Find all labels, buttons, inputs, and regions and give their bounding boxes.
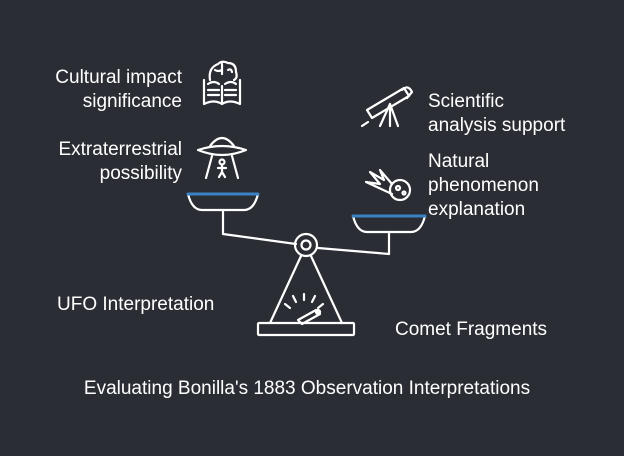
cultural-impact-line-1: Cultural impact — [55, 67, 182, 88]
telescope-icon — [360, 86, 414, 128]
comet-icon — [364, 168, 412, 202]
cultural-impact-line-2: significance — [82, 91, 182, 112]
scale-beam — [221, 232, 391, 256]
natural-phenomenon-line-2: phenomenon — [428, 175, 539, 196]
extraterrestrial-line-2: possibility — [99, 163, 182, 184]
cultural-impact-label: Cultural impact significance — [55, 66, 182, 114]
book-brain-icon — [202, 60, 242, 106]
right-pan — [351, 214, 427, 256]
natural-phenomenon-line-3: explanation — [428, 199, 526, 220]
natural-phenomenon-label: Natural phenomenon explanation — [428, 150, 539, 222]
extraterrestrial-label: Extraterrestrial possibility — [58, 138, 182, 186]
scientific-analysis-line-1: Scientific — [428, 91, 505, 112]
diagram-title: Evaluating Bonilla's 1883 Observation In… — [83, 378, 531, 399]
scientific-analysis-label: Scientific analysis support — [428, 90, 565, 138]
comet-fragments-label: Comet Fragments — [395, 319, 548, 340]
natural-phenomenon-line-1: Natural — [428, 151, 490, 172]
scale-pivot — [293, 232, 319, 258]
extraterrestrial-line-1: Extraterrestrial — [58, 139, 182, 160]
scale-stand — [256, 254, 356, 337]
scientific-analysis-line-2: analysis support — [428, 115, 566, 136]
ufo-abduction-icon — [196, 136, 248, 180]
ufo-interpretation-label: UFO Interpretation — [57, 294, 215, 315]
left-pan — [186, 192, 260, 236]
